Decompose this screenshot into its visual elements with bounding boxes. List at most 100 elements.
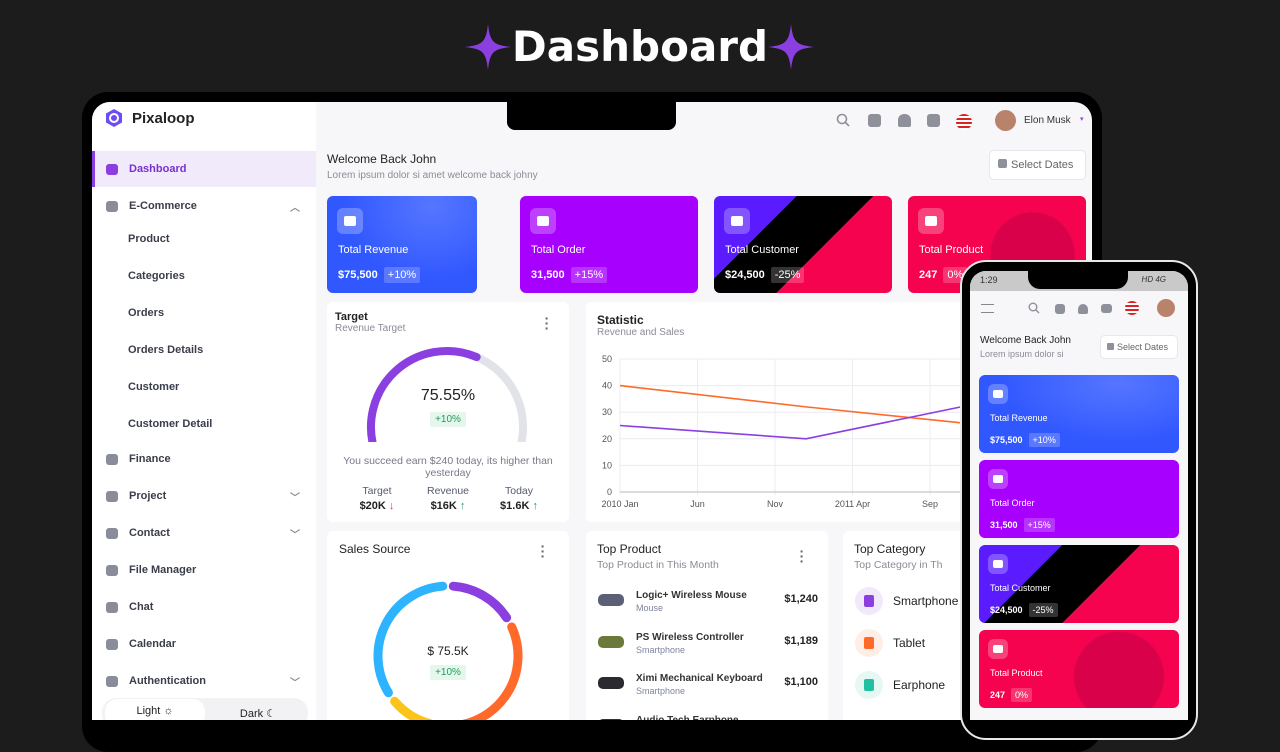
card-icon bbox=[988, 469, 1008, 489]
donut-segment-2[interactable] bbox=[390, 696, 433, 720]
product-row[interactable]: Logic+ Wireless Mouse Mouse $1,240 bbox=[598, 590, 818, 630]
donut-segment-0[interactable] bbox=[448, 581, 512, 623]
category-row[interactable]: Tablet bbox=[855, 628, 925, 658]
chevron-up-icon[interactable]: ︿ bbox=[290, 202, 300, 214]
sidebar-item-orders[interactable]: Orders bbox=[92, 295, 316, 331]
sidebar-item-authentication[interactable]: Authentication ﹀ bbox=[92, 663, 316, 699]
stat-value: $75,500 bbox=[990, 435, 1023, 445]
shield-icon bbox=[106, 675, 118, 687]
sidebar-item-product[interactable]: Product bbox=[92, 221, 316, 257]
user-menu-caret-icon[interactable]: ▾ bbox=[1080, 116, 1084, 123]
sidebar-item-label: Chat bbox=[129, 601, 154, 613]
stat-value: $24,500 bbox=[725, 269, 765, 281]
light-mode-button[interactable]: Light ☼ bbox=[105, 699, 205, 720]
brand-logo[interactable]: Pixaloop bbox=[104, 108, 195, 128]
sidebar-item-project[interactable]: Project ﹀ bbox=[92, 478, 316, 514]
donut-segment-1[interactable] bbox=[440, 622, 523, 720]
sidebar-item-e-commerce[interactable]: E-Commerce ︿ bbox=[92, 188, 316, 224]
sidebar-item-contact[interactable]: Contact ﹀ bbox=[92, 515, 316, 551]
product-row[interactable]: PS Wireless Controller Smartphone $1,189 bbox=[598, 632, 818, 672]
sidebar-item-label: Dashboard bbox=[129, 163, 187, 175]
target-title: Target bbox=[335, 311, 368, 323]
y-tick-label: 30 bbox=[602, 407, 612, 417]
x-tick-label: Jun bbox=[690, 499, 705, 509]
search-icon[interactable] bbox=[1028, 302, 1040, 314]
dark-mode-button[interactable]: Dark ☾ bbox=[208, 707, 308, 720]
stat-card-total-order[interactable]: Total Order 31,500 +15% bbox=[979, 460, 1179, 538]
chevron-down-icon[interactable]: ﹀ bbox=[290, 677, 300, 689]
stat-value: $75,500 bbox=[338, 269, 378, 281]
mail-icon[interactable] bbox=[1101, 304, 1112, 313]
money-icon bbox=[988, 384, 1008, 404]
target-change-badge: +10% bbox=[430, 412, 466, 427]
contact-icon bbox=[106, 527, 118, 539]
sidebar-item-chat[interactable]: Chat bbox=[92, 589, 316, 625]
user-add-icon bbox=[724, 208, 750, 234]
welcome-title: Welcome Back John bbox=[980, 335, 1071, 346]
stat-card-total-order[interactable]: Total Order 31,500 +15% bbox=[520, 196, 698, 293]
category-name: Smartphone bbox=[893, 594, 959, 608]
sales-source-card: Sales Source · · · $ 75.5K +10% bbox=[327, 531, 569, 720]
sidebar-item-label: Contact bbox=[129, 527, 170, 539]
product-price: $1,240 bbox=[784, 593, 818, 605]
us-flag-icon[interactable] bbox=[1125, 301, 1139, 315]
stat-value-row: $24,500 -25% bbox=[725, 267, 805, 283]
target-change-wrap: +10% bbox=[327, 409, 569, 427]
stat-card-total-revenue[interactable]: Total Revenue $75,500 +10% bbox=[327, 196, 477, 293]
more-options-icon[interactable]: · · · bbox=[544, 310, 550, 336]
sidebar-item-finance[interactable]: Finance bbox=[92, 441, 316, 477]
product-row[interactable]: Audio Tech Earphone bbox=[598, 715, 818, 720]
sidebar-item-customer-detail[interactable]: Customer Detail bbox=[92, 406, 316, 442]
product-row[interactable]: Ximi Mechanical Keyboard Smartphone $1,100 bbox=[598, 673, 818, 713]
chevron-down-icon[interactable]: ﹀ bbox=[290, 492, 300, 504]
select-dates-button[interactable]: Select Dates bbox=[989, 150, 1086, 180]
sales-total: $ 75.5K bbox=[427, 644, 469, 658]
sidebar-item-label: Product bbox=[128, 233, 170, 245]
sidebar-item-label: Categories bbox=[128, 270, 185, 282]
stat-card-total-product[interactable]: Total Product 247 0% bbox=[979, 630, 1179, 708]
y-tick-label: 20 bbox=[602, 434, 612, 444]
product-name: Ximi Mechanical Keyboard bbox=[636, 673, 763, 684]
category-row[interactable]: Smartphone bbox=[855, 586, 958, 616]
chevron-down-icon[interactable]: ﹀ bbox=[290, 529, 300, 541]
bell-icon[interactable] bbox=[898, 114, 911, 127]
donut-segment-3[interactable] bbox=[373, 581, 448, 698]
select-dates-button[interactable]: Select Dates bbox=[1100, 335, 1178, 359]
stat-change: -25% bbox=[770, 267, 805, 283]
user-avatar[interactable] bbox=[995, 110, 1016, 131]
calendar-icon[interactable] bbox=[1055, 304, 1065, 314]
sidebar-item-dashboard[interactable]: Dashboard bbox=[92, 151, 316, 187]
sidebar-item-categories[interactable]: Categories bbox=[92, 258, 316, 294]
theme-toggle[interactable]: Light ☼ Dark ☾ bbox=[102, 698, 308, 720]
category-row[interactable]: Earphone bbox=[855, 670, 945, 700]
sidebar-item-orders-details[interactable]: Orders Details bbox=[92, 332, 316, 368]
target-message: You succeed earn $240 today, its higher … bbox=[343, 455, 553, 479]
mail-icon[interactable] bbox=[927, 114, 940, 127]
more-options-icon[interactable]: · · · bbox=[799, 543, 805, 569]
menu-icon[interactable] bbox=[981, 304, 994, 313]
search-icon[interactable] bbox=[836, 113, 850, 127]
stat-value: 247 bbox=[919, 269, 938, 281]
sidebar-item-file-manager[interactable]: File Manager bbox=[92, 552, 316, 588]
user-name[interactable]: Elon Musk bbox=[1024, 115, 1071, 126]
stat-card-total-customer[interactable]: Total Customer $24,500 -25% bbox=[714, 196, 892, 293]
stat-card-total-revenue[interactable]: Total Revenue $75,500 +10% bbox=[979, 375, 1179, 453]
us-flag-icon[interactable] bbox=[956, 114, 972, 130]
stat-change: +15% bbox=[1023, 518, 1055, 532]
grid-icon bbox=[106, 163, 118, 175]
product-name: PS Wireless Controller bbox=[636, 631, 744, 643]
sidebar-item-calendar[interactable]: Calendar bbox=[92, 626, 316, 662]
bell-icon[interactable] bbox=[1078, 304, 1088, 314]
stat-value-row: 31,500 +15% bbox=[990, 518, 1055, 532]
phone-notch bbox=[1028, 271, 1128, 289]
user-avatar[interactable] bbox=[1157, 299, 1175, 317]
more-options-icon[interactable]: · · · bbox=[540, 538, 546, 564]
stat-label: Total Revenue bbox=[338, 244, 409, 256]
laptop-notch bbox=[507, 102, 676, 130]
sidebar-item-customer[interactable]: Customer bbox=[92, 369, 316, 405]
stat-card-total-customer[interactable]: Total Customer $24,500 -25% bbox=[979, 545, 1179, 623]
calendar-icon[interactable] bbox=[868, 114, 881, 127]
arrow-down-icon: ↓ bbox=[388, 500, 395, 512]
product-price: $1,100 bbox=[784, 676, 818, 688]
x-tick-label: Nov bbox=[767, 499, 784, 509]
